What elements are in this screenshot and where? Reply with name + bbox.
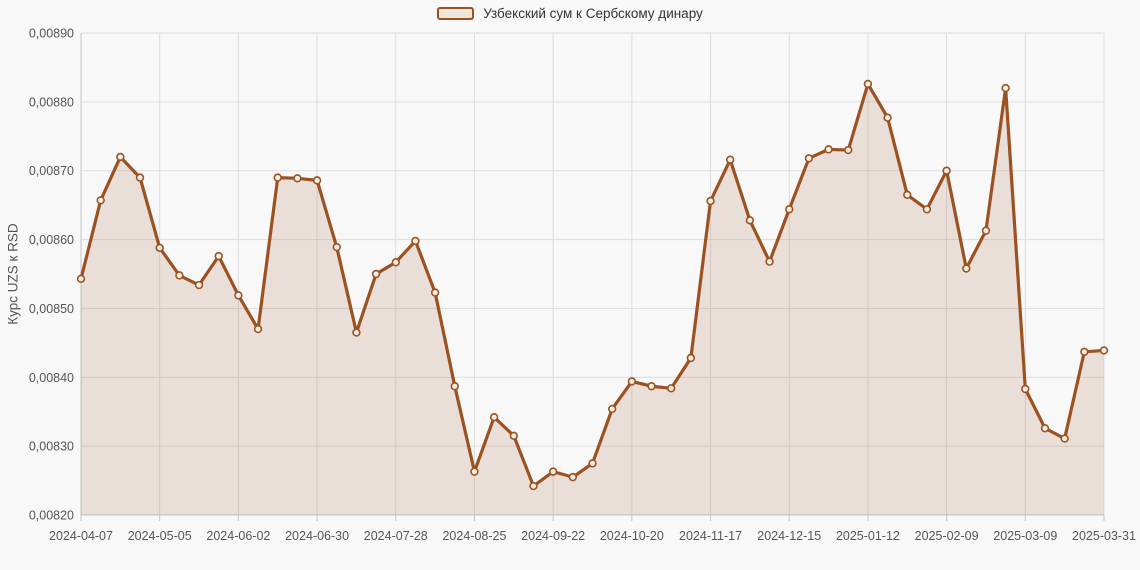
- data-point-marker[interactable]: [411, 236, 420, 246]
- x-tick-label: 2024-04-07: [49, 529, 113, 543]
- legend-label: Узбекский сум к Сербскому динару: [483, 6, 703, 21]
- data-point-marker[interactable]: [647, 382, 656, 391]
- data-point-marker[interactable]: [253, 324, 263, 334]
- x-tick-label: 2025-02-09: [915, 529, 979, 543]
- data-point-marker[interactable]: [666, 384, 676, 393]
- data-point-marker[interactable]: [607, 404, 617, 414]
- data-point-marker[interactable]: [1021, 384, 1030, 394]
- x-tick-label: 2024-07-28: [364, 529, 428, 543]
- data-point-marker[interactable]: [706, 196, 715, 206]
- data-point-marker[interactable]: [155, 243, 164, 253]
- data-point-marker[interactable]: [588, 459, 597, 468]
- data-point-marker[interactable]: [844, 145, 853, 155]
- y-tick-label: 0,00840: [29, 371, 74, 385]
- data-point-marker[interactable]: [824, 145, 833, 154]
- data-point-marker[interactable]: [116, 152, 125, 162]
- y-tick-label: 0,00820: [29, 509, 74, 523]
- data-point-marker[interactable]: [489, 413, 499, 422]
- data-point-marker[interactable]: [785, 205, 794, 214]
- x-tick-label: 2024-09-22: [521, 529, 585, 543]
- data-point-marker[interactable]: [430, 288, 440, 297]
- x-tick-label: 2024-12-15: [757, 529, 821, 543]
- x-tick-label: 2024-08-25: [442, 529, 506, 543]
- y-tick-label: 0,00880: [29, 95, 74, 109]
- x-tick-label: 2024-06-30: [285, 529, 349, 543]
- data-point-marker[interactable]: [175, 271, 184, 280]
- data-point-marker[interactable]: [509, 431, 519, 441]
- data-point-marker[interactable]: [1001, 83, 1010, 93]
- data-point-marker[interactable]: [922, 205, 932, 214]
- data-point-marker[interactable]: [726, 155, 735, 164]
- data-point-marker[interactable]: [883, 113, 892, 122]
- data-point-marker[interactable]: [1080, 347, 1089, 357]
- data-point-marker[interactable]: [686, 353, 696, 363]
- data-point-marker[interactable]: [194, 280, 204, 290]
- x-tick-label: 2025-03-09: [993, 529, 1057, 543]
- data-point-marker[interactable]: [1040, 424, 1050, 433]
- data-point-marker[interactable]: [568, 472, 578, 482]
- data-point-marker[interactable]: [214, 251, 223, 261]
- data-point-marker[interactable]: [1060, 434, 1069, 443]
- data-point-marker[interactable]: [273, 173, 282, 182]
- x-tick-label: 2024-10-20: [600, 529, 664, 543]
- data-point-marker[interactable]: [234, 291, 243, 300]
- x-tick-label: 2024-05-05: [128, 529, 192, 543]
- data-point-marker[interactable]: [293, 174, 302, 183]
- data-point-marker[interactable]: [942, 166, 951, 175]
- data-point-marker[interactable]: [332, 242, 341, 252]
- x-tick-label: 2024-06-02: [206, 529, 270, 543]
- series-area: [81, 83, 1104, 515]
- data-point-marker[interactable]: [548, 467, 558, 476]
- data-point-marker[interactable]: [470, 467, 479, 476]
- data-point-marker[interactable]: [627, 377, 637, 386]
- data-point-marker[interactable]: [981, 226, 991, 235]
- data-point-marker[interactable]: [962, 264, 971, 273]
- y-tick-label: 0,00870: [29, 164, 74, 178]
- data-point-marker[interactable]: [352, 328, 361, 337]
- data-point-marker[interactable]: [371, 269, 381, 279]
- data-point-marker[interactable]: [529, 481, 538, 491]
- y-tick-label: 0,00860: [29, 233, 74, 247]
- data-point-marker[interactable]: [391, 258, 400, 267]
- data-point-marker[interactable]: [312, 176, 322, 185]
- legend-swatch-icon: [437, 7, 475, 20]
- data-point-marker[interactable]: [863, 79, 873, 89]
- x-tick-label: 2025-01-12: [836, 529, 900, 543]
- y-tick-label: 0,00890: [29, 27, 74, 41]
- x-tick-label: 2024-11-17: [679, 529, 742, 543]
- chart-legend[interactable]: Узбекский сум к Сербскому динару: [0, 6, 1140, 21]
- data-point-marker[interactable]: [1099, 346, 1109, 355]
- data-point-marker[interactable]: [804, 154, 814, 163]
- data-point-marker[interactable]: [96, 196, 105, 205]
- y-tick-label: 0,00850: [29, 302, 74, 316]
- y-axis-title: Курс UZS к RSD: [5, 223, 21, 325]
- data-point-marker[interactable]: [450, 382, 459, 391]
- x-tick-label: 2025-03-31: [1072, 529, 1136, 543]
- data-point-marker[interactable]: [745, 216, 755, 225]
- data-point-marker[interactable]: [765, 257, 774, 266]
- data-point-marker[interactable]: [135, 173, 145, 182]
- data-point-marker[interactable]: [903, 190, 912, 200]
- data-point-marker[interactable]: [76, 274, 86, 284]
- y-tick-label: 0,00830: [29, 440, 74, 454]
